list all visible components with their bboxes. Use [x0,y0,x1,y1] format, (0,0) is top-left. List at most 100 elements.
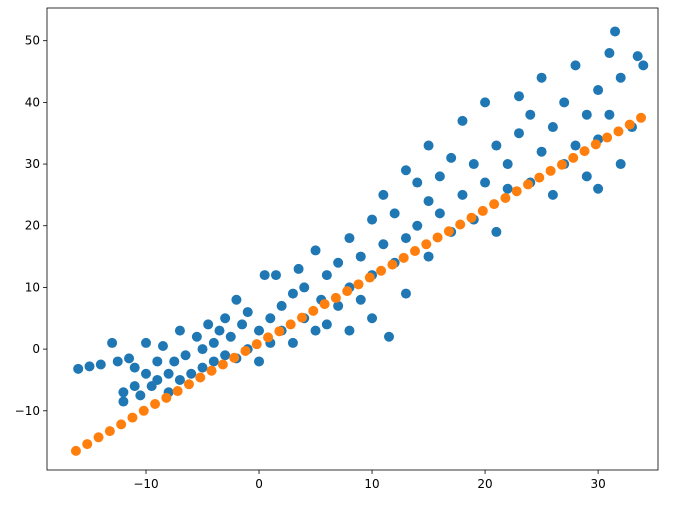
scatter-point [480,97,491,108]
scatter-point [502,183,513,194]
scatter-point [636,112,647,123]
scatter-point [398,252,409,263]
scatter-point [217,359,228,370]
scatter-point [220,313,231,324]
scatter-point [353,279,364,290]
scatter-point [321,270,332,281]
scatter-point [112,356,123,367]
scatter-point [172,386,183,397]
scatter-point [378,239,389,250]
scatter-point [500,192,511,203]
scatter-point [333,300,344,311]
scatter-point [186,368,197,379]
scatter-point [237,319,248,330]
scatter-point [293,263,304,274]
scatter-point [613,126,624,137]
scatter-point [364,272,375,283]
scatter-point [423,196,434,207]
scatter-point [84,361,95,372]
scatter-point [254,325,265,336]
scatter-point [434,208,445,219]
scatter-point [632,51,643,62]
scatter-point [231,294,242,305]
scatter-point [590,139,601,150]
scatter-point [129,362,140,373]
scatter-point [525,109,536,120]
scatter-point [412,220,423,231]
y-tick-label: 40 [25,95,40,109]
scatter-point [534,172,545,183]
scatter-point [570,60,581,71]
scatter-point [412,177,423,188]
scatter-point [477,205,488,216]
scatter-point [523,179,534,190]
scatter-point [455,219,466,230]
scatter-point [423,140,434,151]
scatter-point [254,356,265,367]
y-tick-label: −10 [15,404,40,418]
scatter-point [82,439,93,450]
scatter-point [400,288,411,299]
scatter-point [468,159,479,170]
scatter-point [610,26,621,37]
scatter-point [135,390,146,401]
scatter-point [400,165,411,176]
scatter-point [604,48,615,59]
x-tick-label: 0 [255,477,263,491]
scatter-point [423,251,434,262]
x-tick-label: −10 [133,477,158,491]
scatter-point [344,325,355,336]
scatter-point [384,331,395,342]
scatter-point [163,368,174,379]
y-tick-label: 50 [25,34,40,48]
scatter-point [310,245,321,256]
scatter-point [95,359,106,370]
scatter-point [118,387,129,398]
scatter-point [157,341,168,352]
scatter-point [568,152,579,163]
scatter-point [251,339,262,350]
scatter-point [547,189,558,200]
scatter-point [536,72,547,83]
scatter-point [141,368,152,379]
x-tick-label: 30 [590,477,605,491]
scatter-point [129,381,140,392]
scatter-point [593,85,604,96]
scatter-point [378,189,389,200]
scatter-point [355,294,366,305]
scatter-point [141,337,152,348]
scatter-point [152,356,163,367]
scatter-point [124,353,135,364]
scatter-point [624,119,635,130]
x-tick-label: 10 [364,477,379,491]
scatter-point [457,115,468,126]
scatter-point [400,233,411,244]
scatter-point [489,199,500,210]
scatter-point [536,146,547,157]
scatter-point [593,183,604,194]
scatter-point [287,288,298,299]
scatter-point [559,97,570,108]
scatter-point [432,232,443,243]
y-tick-label: 0 [32,342,40,356]
y-tick-label: 20 [25,219,40,233]
scatter-point [579,146,590,157]
scatter-point [491,140,502,151]
scatter-point [342,286,353,297]
scatter-point [570,140,581,151]
scatter-point [220,350,231,361]
axes-frame [46,7,659,471]
scatter-point [208,356,219,367]
scatter-point [638,60,649,71]
scatter-point [511,186,522,197]
scatter-point [602,132,613,143]
scatter-point [287,337,298,348]
scatter-point [615,159,626,170]
scatter-point [367,214,378,225]
scatter-point [491,226,502,237]
scatter-point [310,325,321,336]
scatter-point [104,426,115,437]
scatter-point [457,189,468,200]
scatter-point [299,282,310,293]
